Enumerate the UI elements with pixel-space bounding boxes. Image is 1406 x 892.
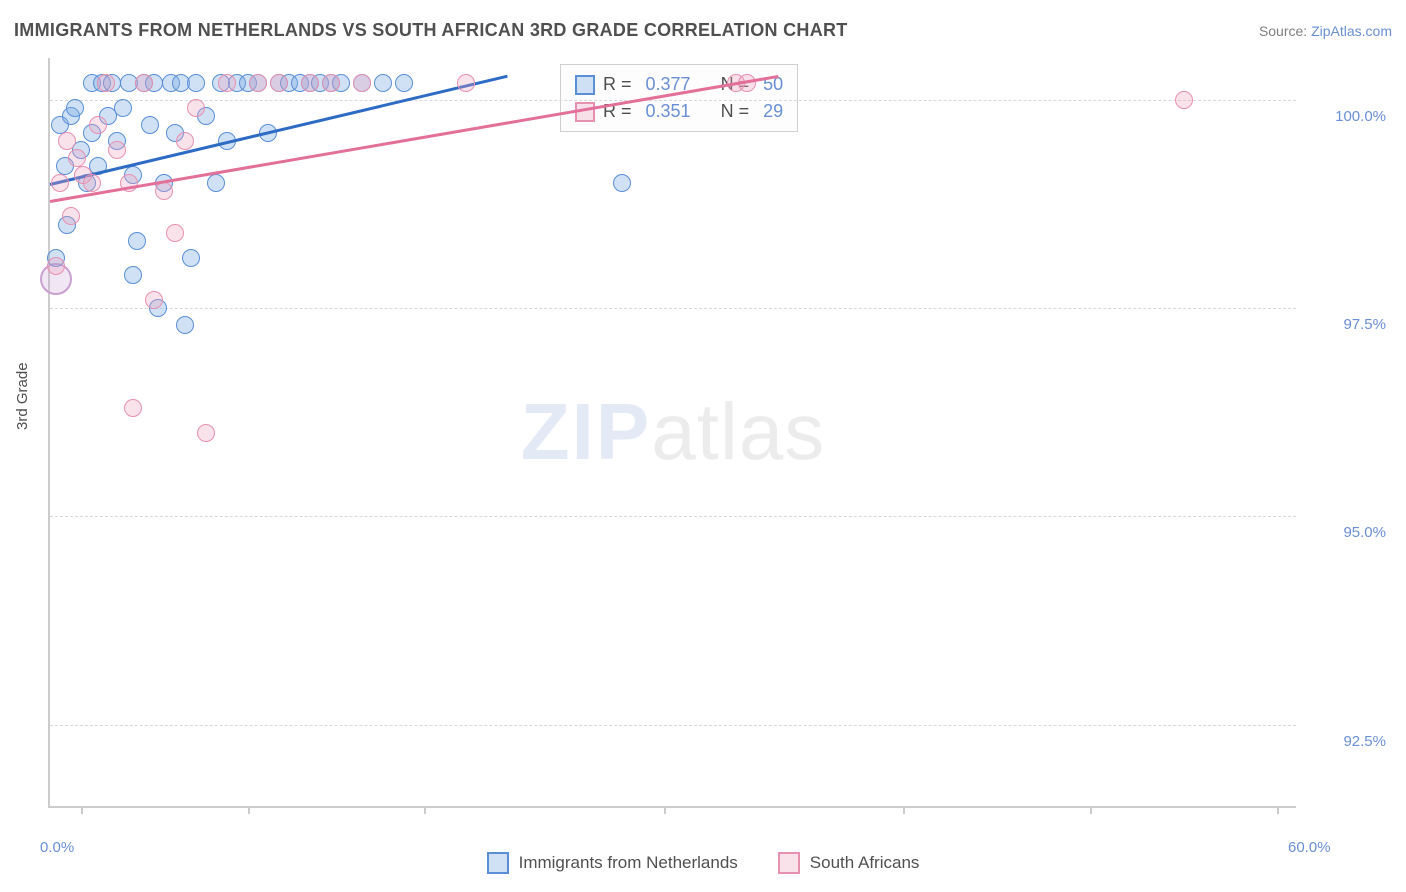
watermark-zip: ZIP: [521, 387, 651, 476]
scatter-point: [108, 141, 126, 159]
legend-swatch: [487, 852, 509, 874]
source-link[interactable]: ZipAtlas.com: [1311, 23, 1392, 39]
scatter-point: [124, 266, 142, 284]
legend-row: R =0.351N =29: [575, 98, 783, 125]
scatter-point: [457, 74, 475, 92]
scatter-point: [301, 74, 319, 92]
correlation-legend: R =0.377N =50R =0.351N =29: [560, 64, 798, 132]
y-tick-label: 95.0%: [1306, 524, 1386, 541]
legend-N-value: 29: [763, 98, 783, 125]
scatter-point: [145, 291, 163, 309]
scatter-point: [135, 74, 153, 92]
x-tick: [248, 806, 250, 814]
gridline: [50, 516, 1296, 517]
scatter-point: [89, 116, 107, 134]
scatter-point: [51, 174, 69, 192]
legend-R-label: R =: [603, 71, 632, 98]
scatter-point: [1175, 91, 1193, 109]
scatter-point: [218, 74, 236, 92]
legend-swatch: [575, 75, 595, 95]
plot-area: ZIPatlas R =0.377N =50R =0.351N =29 92.5…: [48, 58, 1296, 808]
source: Source: ZipAtlas.com: [1259, 23, 1392, 39]
legend-item: South Africans: [778, 852, 920, 874]
gridline: [50, 725, 1296, 726]
scatter-point: [374, 74, 392, 92]
y-axis-label: 3rd Grade: [14, 362, 31, 430]
y-tick-label: 97.5%: [1306, 316, 1386, 333]
scatter-point: [83, 174, 101, 192]
x-tick: [1277, 806, 1279, 814]
legend-N-label: N =: [721, 98, 750, 125]
series-legend: Immigrants from Netherlands South African…: [0, 852, 1406, 874]
scatter-point: [182, 249, 200, 267]
scatter-point: [114, 99, 132, 117]
scatter-point: [176, 316, 194, 334]
scatter-point: [197, 424, 215, 442]
x-tick: [664, 806, 666, 814]
scatter-point: [187, 74, 205, 92]
legend-R-value: 0.351: [646, 98, 691, 125]
x-tick: [424, 806, 426, 814]
scatter-point: [395, 74, 413, 92]
legend-item: Immigrants from Netherlands: [487, 852, 738, 874]
scatter-point: [207, 174, 225, 192]
scatter-point: [322, 74, 340, 92]
x-tick: [81, 806, 83, 814]
chart-container: IMMIGRANTS FROM NETHERLANDS VS SOUTH AFR…: [0, 0, 1406, 892]
gridline: [50, 100, 1296, 101]
legend-label: South Africans: [810, 853, 920, 873]
scatter-point: [155, 182, 173, 200]
title-bar: IMMIGRANTS FROM NETHERLANDS VS SOUTH AFR…: [14, 20, 1392, 41]
scatter-point: [58, 132, 76, 150]
scatter-point: [166, 224, 184, 242]
y-tick-label: 92.5%: [1306, 733, 1386, 750]
chart-title: IMMIGRANTS FROM NETHERLANDS VS SOUTH AFR…: [14, 20, 848, 41]
x-tick: [1090, 806, 1092, 814]
scatter-point: [68, 149, 86, 167]
source-label: Source:: [1259, 23, 1307, 39]
scatter-point: [62, 207, 80, 225]
scatter-point: [47, 257, 65, 275]
watermark: ZIPatlas: [521, 386, 825, 478]
legend-swatch: [778, 852, 800, 874]
scatter-point: [613, 174, 631, 192]
gridline: [50, 308, 1296, 309]
scatter-point: [66, 99, 84, 117]
scatter-point: [353, 74, 371, 92]
scatter-point: [249, 74, 267, 92]
scatter-point: [124, 399, 142, 417]
scatter-point: [187, 99, 205, 117]
scatter-point: [176, 132, 194, 150]
scatter-point: [128, 232, 146, 250]
x-tick: [903, 806, 905, 814]
legend-label: Immigrants from Netherlands: [519, 853, 738, 873]
scatter-point: [270, 74, 288, 92]
trend-line: [50, 75, 778, 202]
scatter-point: [97, 74, 115, 92]
scatter-point: [141, 116, 159, 134]
watermark-atlas: atlas: [651, 387, 825, 476]
y-tick-label: 100.0%: [1306, 108, 1386, 125]
